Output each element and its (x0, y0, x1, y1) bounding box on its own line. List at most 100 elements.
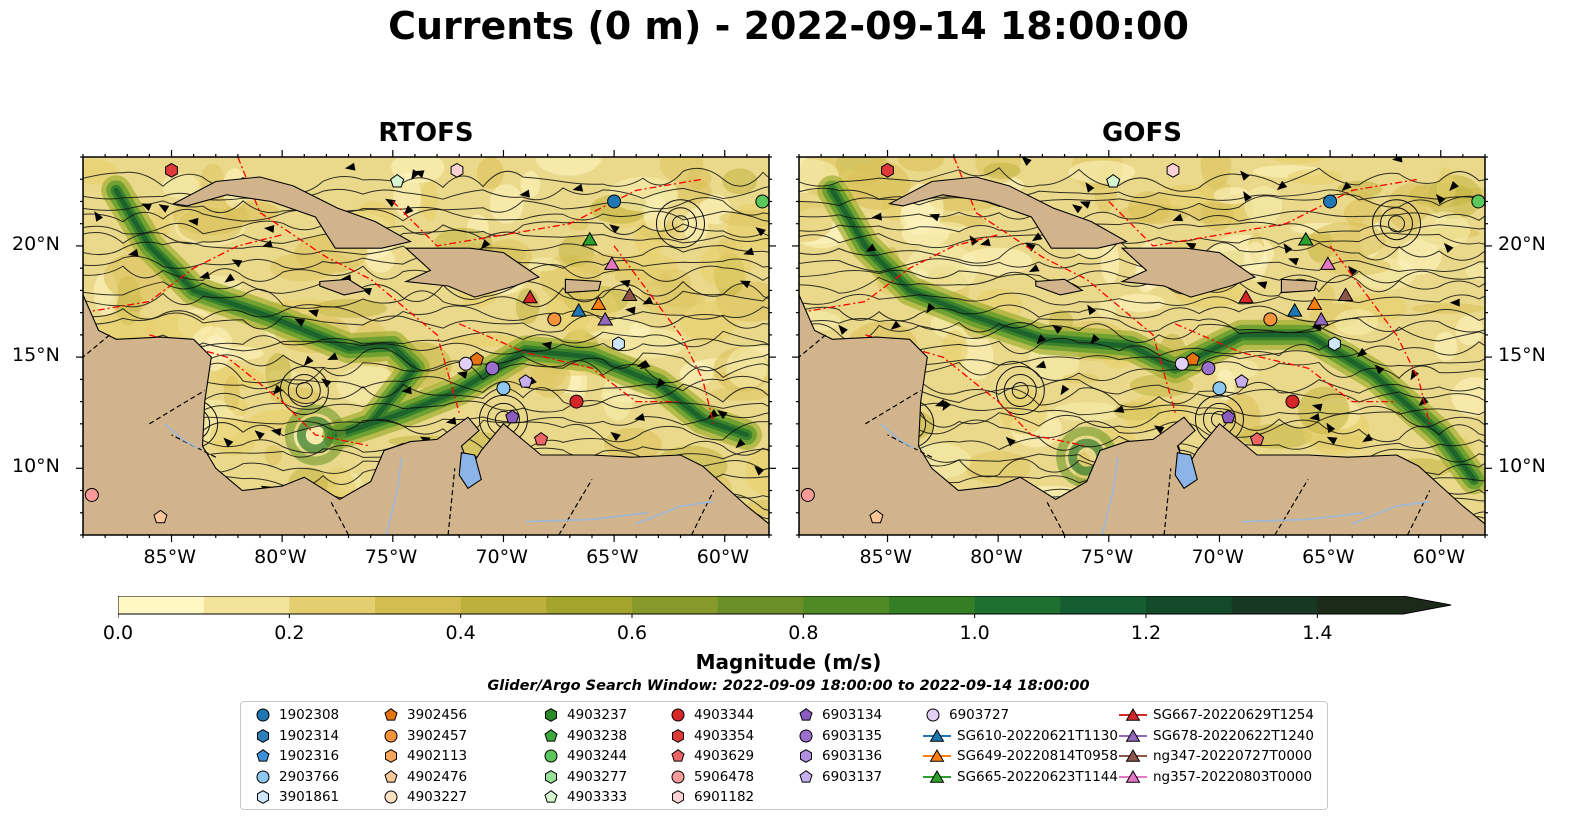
legend-marker (384, 729, 398, 743)
observation-SG678-20220622T1240 (1313, 311, 1330, 326)
streamline (83, 304, 769, 322)
river (385, 457, 403, 535)
streamline-arrow (1079, 201, 1091, 209)
legend-marker (800, 749, 812, 764)
panel-title-rtofs: RTOFS (378, 118, 474, 148)
streamline-arrow (1025, 242, 1036, 252)
speed-patch (1455, 315, 1484, 346)
colorbar-segment (289, 596, 376, 614)
eddy-streamline (295, 381, 313, 399)
legend-marker (672, 728, 684, 743)
speed-patch (725, 346, 768, 389)
eddy-streamline (663, 207, 697, 241)
triangle-marker-icon (1119, 749, 1147, 762)
hexagon-marker-icon (672, 728, 684, 743)
pentagon-marker-icon (544, 728, 558, 742)
legend-marker (256, 770, 270, 784)
observation-ng357-20220803T0000 (1319, 256, 1336, 270)
colorbar-tick-label: 1.2 (1130, 622, 1162, 644)
streamline (799, 221, 1485, 234)
streamline-arrow (128, 248, 139, 257)
streamline-arrow (411, 169, 420, 180)
streamline-arrow (865, 243, 877, 252)
legend-marker (257, 728, 269, 743)
pentagon-marker-icon (544, 790, 558, 803)
legend-label: 4903354 (694, 727, 755, 744)
observation-6903727 (1174, 356, 1189, 371)
country-border (1163, 468, 1172, 535)
colorbar-segment (632, 596, 719, 614)
streamline-arrow (294, 318, 306, 327)
legend-entry: 6901182 (668, 788, 754, 806)
legend-entry: SG678-20220622T1240 (1119, 727, 1314, 745)
speed-patch (1334, 308, 1379, 336)
streamline (83, 312, 769, 333)
legend-marker (384, 708, 398, 721)
legend-label: 4903629 (694, 748, 755, 765)
legend-marker (1125, 708, 1141, 721)
hexagon-marker-icon (545, 708, 557, 722)
speed-patch (799, 200, 833, 243)
legend-label: ng357-20220803T0000 (1153, 768, 1313, 785)
streamline-arrow (1374, 364, 1385, 375)
speed-patch (1287, 169, 1343, 185)
observation-6901182 (450, 162, 464, 178)
legend-marker (256, 749, 270, 762)
speed-patch (1317, 284, 1336, 306)
speed-patch (269, 253, 336, 282)
lon-tick-label: 80°W (254, 546, 307, 568)
streamline-arrow (480, 239, 491, 250)
observation-4903354 (165, 162, 178, 178)
streamline-arrow (1341, 181, 1352, 192)
lon-tick-label: 60°W (696, 546, 750, 568)
streamline-arrow (1410, 369, 1419, 381)
legend-label: 4903237 (567, 707, 628, 723)
speed-patch (489, 184, 524, 224)
legend-label: 3901861 (279, 789, 340, 806)
streamline-arrow (327, 352, 339, 360)
observation-1902308 (607, 194, 622, 209)
observation-3901861 (612, 336, 625, 352)
legend-marker (799, 769, 813, 783)
legend-label: SG665-20220623T1144 (957, 768, 1118, 785)
search-window-text: Glider/Argo Search Window: 2022-09-09 18… (487, 678, 1090, 694)
circle-marker-icon (926, 708, 940, 722)
observation-4903354 (881, 162, 894, 178)
speed-patch (722, 168, 758, 195)
triangle-marker-icon (1119, 708, 1147, 721)
legend-marker (544, 749, 558, 763)
speed-patch (391, 157, 445, 184)
streamline-arrow (717, 409, 728, 420)
legend-entry: 4902113 (381, 747, 467, 765)
speed-patch (1222, 393, 1261, 443)
panel-title-gofs: GOFS (1102, 118, 1182, 148)
streamline-arrow (141, 203, 152, 212)
speed-patch (710, 386, 769, 401)
colorbar-segment (889, 596, 976, 614)
speed-patch (1052, 402, 1123, 422)
lake-maracaibo (1174, 452, 1198, 490)
observation-SG678-20220622T1240 (597, 311, 614, 326)
streamline-arrow (1356, 347, 1368, 358)
hexagon-marker-icon (545, 769, 557, 784)
streamline-arrow (1256, 281, 1268, 290)
streamline-arrow (1326, 436, 1338, 445)
streamline-arrow (1060, 384, 1070, 396)
legend-marker (256, 708, 270, 722)
legend-entry: 3902457 (381, 727, 467, 745)
streamline-arrow (1311, 403, 1323, 412)
hexagon-marker-icon (672, 790, 684, 805)
legend-label: 1902308 (279, 707, 340, 723)
legend-label: 2903766 (279, 768, 340, 785)
streamline-arrow (541, 341, 552, 350)
colorbar-segment (375, 596, 462, 614)
map-content (83, 157, 769, 535)
streamline-arrow (838, 324, 848, 335)
legend-entry: ng347-20220727T0000 (1119, 747, 1312, 765)
observation-5906478 (800, 487, 815, 502)
colorbar-tick-label: 0.2 (274, 622, 305, 644)
streamline-arrow (308, 309, 319, 318)
streamline-arrow (572, 183, 584, 192)
observation-3902456 (1185, 351, 1200, 366)
colorbar-segment (118, 596, 205, 614)
